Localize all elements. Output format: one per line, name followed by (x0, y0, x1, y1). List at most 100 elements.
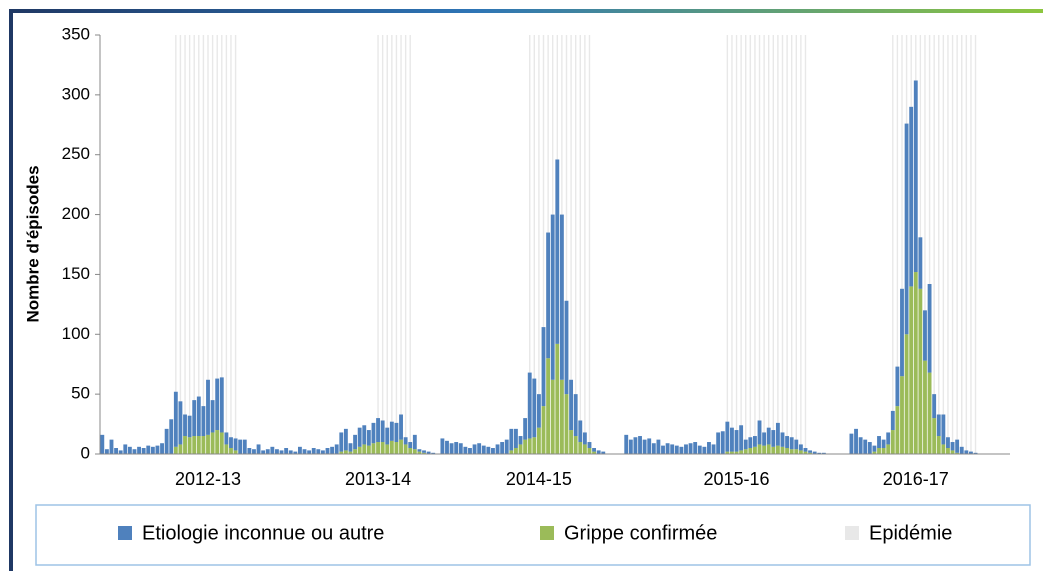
epidemic-stripe (745, 35, 747, 454)
bar-segment (546, 232, 551, 359)
bar-segment (955, 439, 960, 453)
bar-segment (445, 440, 449, 454)
y-tick-label: 100 (62, 324, 90, 343)
epidemic-stripe (735, 35, 738, 454)
bar-segment (150, 446, 155, 454)
bar-segment (173, 391, 178, 447)
bar-segment (803, 451, 808, 454)
bar-segment (955, 452, 960, 454)
bar-segment (624, 434, 629, 454)
y-tick-label: 150 (62, 264, 90, 283)
bar-segment (394, 442, 399, 454)
bar-segment (803, 448, 808, 452)
bar-segment (247, 448, 252, 454)
legend-swatch (845, 526, 859, 540)
bar-segment (798, 444, 803, 451)
bar-segment (279, 450, 284, 454)
bar-segment (399, 439, 403, 454)
bar-segment (394, 422, 399, 443)
bar-segment (596, 450, 601, 454)
bar-segment (550, 379, 555, 454)
bar-segment (201, 436, 206, 454)
bar-segment (449, 443, 454, 454)
bar-segment (798, 450, 803, 454)
bar-segment (849, 433, 854, 454)
bar-segment (730, 451, 734, 454)
bar-segment (380, 442, 385, 454)
bar-segment (399, 414, 403, 440)
legend-label: Epidémie (869, 522, 952, 544)
bar-segment (385, 427, 390, 445)
bar-segment (371, 422, 376, 444)
bar-segment (886, 432, 891, 445)
bar-segment (307, 450, 312, 454)
bar-segment (932, 394, 937, 419)
bar-segment (500, 442, 505, 454)
bar-segment (293, 451, 298, 454)
bar-segment (752, 436, 757, 447)
bar-segment (114, 448, 119, 454)
bar-segment (183, 436, 187, 454)
bar-segment (417, 451, 422, 454)
epidemic-stripe (570, 35, 572, 454)
bar-segment (573, 436, 578, 454)
epidemic-stripe (216, 35, 218, 454)
epidemic-stripe (928, 35, 931, 454)
bar-segment (123, 444, 128, 454)
epidemic-stripe (896, 35, 899, 454)
bar-segment (491, 448, 495, 454)
bar-segment (913, 272, 918, 454)
epidemic-stripe (395, 35, 398, 454)
bar-segment (748, 448, 753, 454)
bar-segment (725, 421, 730, 452)
bar-segment (509, 428, 514, 451)
bar-segment (334, 444, 339, 454)
bar-segment (541, 406, 546, 454)
bar-segment (284, 448, 289, 454)
epidemic-stripe (584, 35, 586, 454)
bar-segment (265, 449, 270, 454)
bar-segment (964, 450, 969, 454)
bar-segment (104, 449, 109, 454)
bar-segment (890, 430, 895, 454)
epidemic-stripe (175, 35, 177, 454)
epidemic-stripe (234, 35, 237, 454)
bar-segment (376, 418, 380, 443)
bar-segment (909, 286, 914, 454)
bar-segment (376, 442, 380, 454)
bar-segment (582, 444, 587, 454)
bar-segment (422, 450, 426, 453)
left-rule (9, 9, 13, 571)
epidemic-stripe (924, 35, 926, 454)
epidemic-stripe (974, 35, 977, 454)
bar-segment (518, 436, 523, 445)
bar-segment (789, 449, 794, 454)
bar-segment (881, 448, 886, 454)
bar-segment (794, 439, 799, 450)
bar-segment (343, 428, 348, 451)
y-tick-label: 50 (71, 384, 90, 403)
bar-segment (766, 444, 771, 454)
bar-segment (651, 443, 656, 454)
bar-segment (757, 420, 762, 445)
epidemic-stripe (579, 35, 581, 454)
epidemic-stripe (951, 35, 954, 454)
bar-segment (495, 444, 500, 454)
epidemic-stripe (970, 35, 972, 454)
bar-segment (417, 449, 422, 452)
bar-segment (527, 372, 532, 439)
bar-segment (564, 394, 569, 454)
bar-segment (592, 451, 596, 454)
bar-segment (504, 439, 509, 454)
bar-segment (357, 446, 362, 454)
bar-segment (353, 434, 358, 450)
bar-segment (233, 438, 238, 451)
bar-segment (536, 427, 541, 454)
epidemic-stripe (184, 35, 186, 454)
legend-swatch (540, 526, 554, 540)
bar-segment (946, 448, 950, 454)
epidemic-stripe (731, 35, 733, 454)
bar-segment (320, 450, 325, 454)
epidemic-stripe (777, 35, 779, 454)
